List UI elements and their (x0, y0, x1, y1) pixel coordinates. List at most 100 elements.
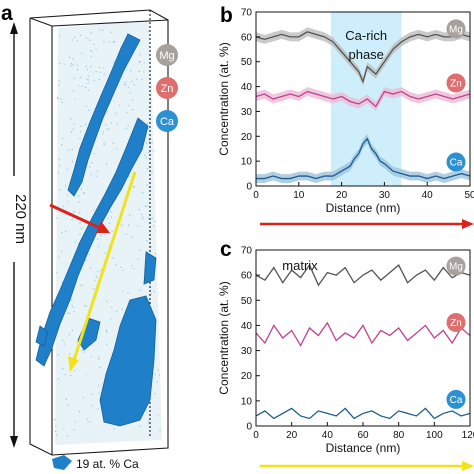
atom-dot (150, 293, 153, 295)
yellow-arrow (68, 171, 137, 372)
atom-dot (125, 233, 127, 235)
atom-dot (95, 48, 97, 51)
mg-badge (446, 19, 466, 39)
atom-dot (59, 62, 61, 65)
atom-dot (56, 217, 58, 219)
panel-c-badges: Mg Zn Ca (446, 256, 466, 409)
atom-dot (98, 356, 100, 358)
atom-dot (91, 50, 93, 52)
ca-isosurfaces (35, 33, 157, 427)
atom-dot (151, 171, 153, 173)
x-tick-label: 0 (253, 430, 259, 441)
panel-c-axes: 0 20 40 60 80 100 120 0 10 20 30 40 50 60 70 Distance (… (217, 246, 474, 456)
atom-dot (90, 32, 92, 34)
atom-dot (143, 71, 145, 73)
zn-error-band (256, 87, 470, 111)
atom-dot (91, 393, 93, 395)
zn-badge-label: Zn (450, 79, 462, 90)
atom-dot (105, 329, 108, 331)
atom-dot (55, 430, 57, 432)
atom-dot (93, 287, 95, 290)
atom-dot (57, 378, 60, 380)
atom-dot (138, 249, 141, 251)
x-tick-label: 100 (426, 430, 443, 441)
atom-dot (89, 50, 92, 52)
x-axis-title: Distance (nm) (326, 201, 401, 215)
atom-dot (144, 205, 146, 207)
zn-badge (446, 312, 466, 332)
atom-dot (79, 222, 81, 224)
panel-a-letter: a (1, 2, 13, 25)
atom-dot (116, 310, 118, 313)
atom-dot (70, 131, 73, 133)
atom-dot (89, 267, 92, 269)
x-tick-label: 0 (253, 190, 259, 201)
atom-dot (154, 373, 156, 376)
atom-dot (78, 195, 80, 197)
atom-dot (61, 231, 63, 234)
atom-dot (105, 331, 108, 333)
atom-dot (129, 92, 131, 94)
atom-dot (82, 192, 84, 194)
ca-line (255, 407, 471, 420)
atom-dot (85, 305, 87, 307)
atom-dot (58, 84, 60, 86)
panel-c-plot (255, 263, 471, 420)
atom-dot (65, 185, 67, 187)
atom-dot (153, 290, 155, 292)
x-tick-label: 30 (379, 190, 391, 201)
y-tick-label: 30 (241, 346, 253, 357)
atom-dot (66, 168, 68, 170)
panel-a: a (1, 2, 178, 471)
atom-dot (98, 78, 100, 81)
atom-dot (128, 105, 130, 107)
atom-dot (138, 70, 140, 73)
y-axis-title: Concentration (at. %) (217, 42, 231, 155)
atom-dot (54, 418, 56, 421)
atom-dot (106, 300, 108, 302)
x-tick-label: 40 (422, 190, 434, 201)
atom-dot (146, 205, 148, 207)
y-tick-label: 40 (241, 82, 253, 93)
atom-dot (67, 201, 69, 203)
atom-dot (63, 428, 65, 430)
atom-dot (133, 186, 135, 188)
atom-dot (81, 85, 83, 87)
atom-dot (80, 34, 82, 37)
y-tick-label: 70 (241, 8, 253, 19)
atom-dot (125, 127, 127, 129)
atom-dot (70, 118, 72, 120)
matrix-annotation: matrix (282, 258, 318, 273)
x-tick-label: 20 (286, 430, 298, 441)
isosurface-swatch (52, 455, 72, 470)
atom-dot (81, 52, 83, 54)
atom-dot (103, 144, 105, 146)
atom-dot (141, 78, 143, 80)
atom-dot (61, 250, 63, 253)
scale-bar-label: 220 nm (12, 194, 29, 244)
atom-dot (136, 78, 138, 80)
x-tick-label: 80 (393, 430, 405, 441)
atom-dot (87, 75, 89, 77)
mg-badge-label: Mg (449, 262, 463, 273)
atom-dot (72, 90, 74, 92)
atom-dot (78, 85, 80, 87)
atom-dot (79, 212, 81, 214)
atom-dot (85, 105, 87, 107)
atom-dot (102, 131, 105, 133)
atom-dot (84, 86, 87, 89)
atom-dot (72, 128, 74, 130)
atom-dot (58, 80, 60, 82)
atom-dot (103, 67, 105, 69)
atom-dot (115, 264, 117, 266)
atom-dot (89, 421, 91, 423)
x-tick-label: 50 (464, 190, 474, 201)
atom-dot (73, 123, 75, 125)
y-tick-label: 70 (241, 246, 253, 257)
atom-dot (146, 184, 148, 186)
atom-dot (79, 233, 81, 235)
ca-badge (156, 110, 178, 132)
atom-dot (151, 141, 153, 143)
atom-dot (74, 98, 76, 100)
atom-dot (91, 404, 93, 407)
